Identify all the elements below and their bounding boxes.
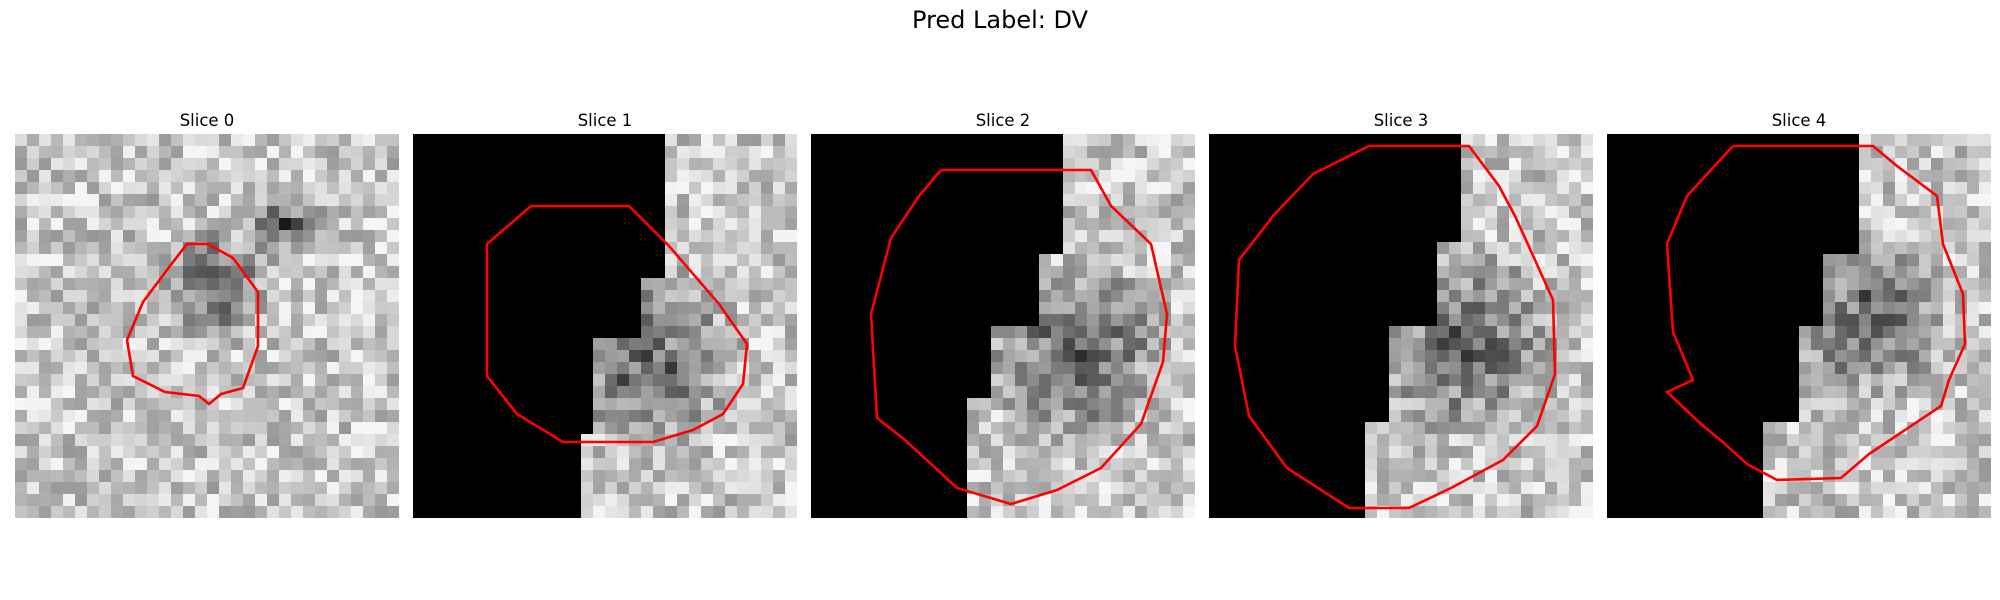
roi-contour	[485, 204, 749, 444]
slice-title: Slice 3	[1373, 111, 1429, 130]
slice-panel-4: Slice 4	[1607, 108, 1991, 518]
slice-image-texture	[811, 134, 1195, 518]
slice-panel-1: Slice 1	[413, 108, 797, 518]
roi-contour	[1233, 144, 1557, 510]
slice-title: Slice 2	[975, 111, 1031, 130]
slice-panel-2: Slice 2	[811, 108, 1195, 518]
roi-contour	[869, 168, 1169, 506]
slice-image-texture	[413, 134, 797, 518]
slice-image	[15, 134, 399, 518]
slice-panel-0: Slice 0	[15, 108, 399, 518]
slice-title: Slice 0	[179, 111, 235, 130]
slice-title: Slice 4	[1771, 111, 1827, 130]
slice-image	[1209, 134, 1593, 518]
slice-image	[413, 134, 797, 518]
roi-contour	[1664, 144, 1967, 482]
slice-title: Slice 1	[577, 111, 633, 130]
slice-panel-3: Slice 3	[1209, 108, 1593, 518]
roi-contour	[125, 242, 260, 406]
slice-image-texture	[1209, 134, 1593, 518]
slice-image	[1607, 134, 1991, 518]
slice-image	[811, 134, 1195, 518]
slice-image-texture	[15, 134, 399, 518]
figure-title: Pred Label: DV	[912, 6, 1088, 34]
